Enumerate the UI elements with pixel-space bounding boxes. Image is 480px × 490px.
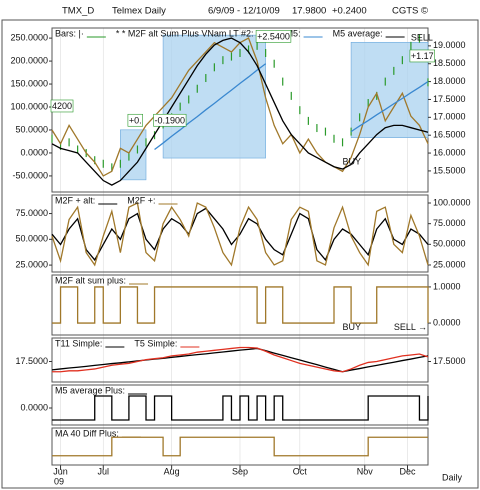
series-line: [52, 436, 428, 457]
legend-label: T5 Simple:: [134, 338, 177, 348]
x-tick-label: Jun: [53, 466, 68, 476]
series-line: [52, 346, 429, 373]
panel-frame: [51, 194, 429, 273]
y2-tick-label: 25.0000: [433, 259, 466, 269]
annotation: SELL →: [394, 322, 427, 332]
y-tick-label: 17.5000: [15, 356, 48, 366]
series-line: [52, 395, 429, 421]
y2-tick-label: 16.0000: [433, 147, 466, 157]
legend-label: M2F +:: [127, 195, 155, 205]
annotation: 4200: [52, 101, 72, 111]
legend-label: M2F + alt:: [55, 195, 95, 205]
frequency-label: Daily: [442, 472, 463, 482]
legend-label: M5 average:: [333, 28, 383, 38]
panel-frame: [51, 337, 429, 383]
legend-label: Bars: |·: [55, 28, 84, 38]
y2-tick-label: 0.0000: [433, 317, 461, 327]
y-tick-label: 25.0000: [15, 259, 48, 269]
y2-tick-label: 50.0000: [433, 239, 466, 249]
annotation-box: [127, 113, 143, 127]
annotation: BUY: [343, 156, 362, 166]
annotation: +2.5400: [257, 31, 290, 41]
y2-tick-label: 75.0000: [433, 218, 466, 228]
y-tick-label: 50.0000: [15, 124, 48, 134]
x-tick-label: Sep: [232, 466, 248, 476]
highlight-box: [120, 129, 147, 181]
y-tick-label: 0.0000: [20, 402, 48, 412]
legend-label: T11 Simple:: [55, 338, 102, 348]
annotation: BUY: [343, 322, 362, 332]
y2-tick-label: 1.0000: [433, 281, 461, 291]
y2-tick-label: 16.5000: [433, 130, 466, 140]
y-tick-label: 250.0000: [10, 32, 48, 42]
y-tick-label: 100.0000: [10, 101, 48, 111]
y2-tick-label: 15.5000: [433, 165, 466, 175]
symbol: TMX_D: [62, 6, 94, 17]
legend-label: MA 40 Diff Plus:: [55, 428, 119, 438]
y2-tick-label: 100.0000: [433, 197, 471, 207]
annotation: +0.: [129, 115, 142, 125]
highlight-box: [162, 34, 266, 159]
y-tick-label: -50.0000: [12, 170, 48, 180]
price-change: +0.2400: [332, 6, 367, 17]
x-tick-label: Nov: [357, 466, 374, 476]
y2-tick-label: 17.0000: [433, 112, 466, 122]
y2-tick-label: 18.0000: [433, 76, 466, 86]
panel-frame: [51, 427, 429, 466]
year-label: 09: [54, 476, 64, 486]
x-tick-label: Aug: [164, 466, 180, 476]
series-line: [51, 207, 429, 262]
y2-tick-label: 17.5000: [433, 356, 466, 366]
instrument-name: Telmex Daily: [112, 6, 166, 17]
annotation: SELL: [411, 32, 433, 42]
annotation-box: [255, 30, 292, 43]
series-line: [51, 347, 429, 373]
source: CGTS ©: [392, 6, 428, 17]
annotation: +1.17: [411, 51, 434, 61]
annotation-box: [50, 99, 74, 113]
x-tick-label: Jul: [98, 466, 110, 476]
y-tick-label: 0.0000: [20, 147, 48, 157]
x-tick-label: Dec: [399, 466, 416, 476]
legend-label: M5:: [286, 28, 301, 38]
y-tick-label: 200.0000: [10, 55, 48, 65]
series-line: [51, 202, 429, 267]
legend-label: M2F alt sum plus:: [55, 275, 126, 285]
series-line: [52, 286, 429, 324]
series-line: [154, 63, 429, 151]
y2-tick-label: 19.0000: [433, 40, 466, 50]
x-tick-label: Oct: [293, 466, 308, 476]
date-range: 6/9/09 - 12/10/09: [208, 6, 280, 17]
y-tick-label: 50.0000: [15, 234, 48, 244]
legend-label: M5 average Plus:: [55, 385, 125, 395]
y2-tick-label: 18.5000: [433, 58, 466, 68]
series-line: [51, 37, 429, 186]
annotation-box: [409, 49, 435, 63]
y2-tick-label: 17.5000: [433, 94, 466, 104]
y-tick-label: 150.0000: [10, 78, 48, 88]
annotation-box: [153, 113, 187, 127]
y-tick-label: 75.0000: [15, 208, 48, 218]
last-price: 17.9800: [292, 6, 326, 17]
legend-label: * * M2F alt Sum Plus VNam LT #2:: [116, 28, 254, 38]
annotation: -0.1900: [155, 115, 186, 125]
